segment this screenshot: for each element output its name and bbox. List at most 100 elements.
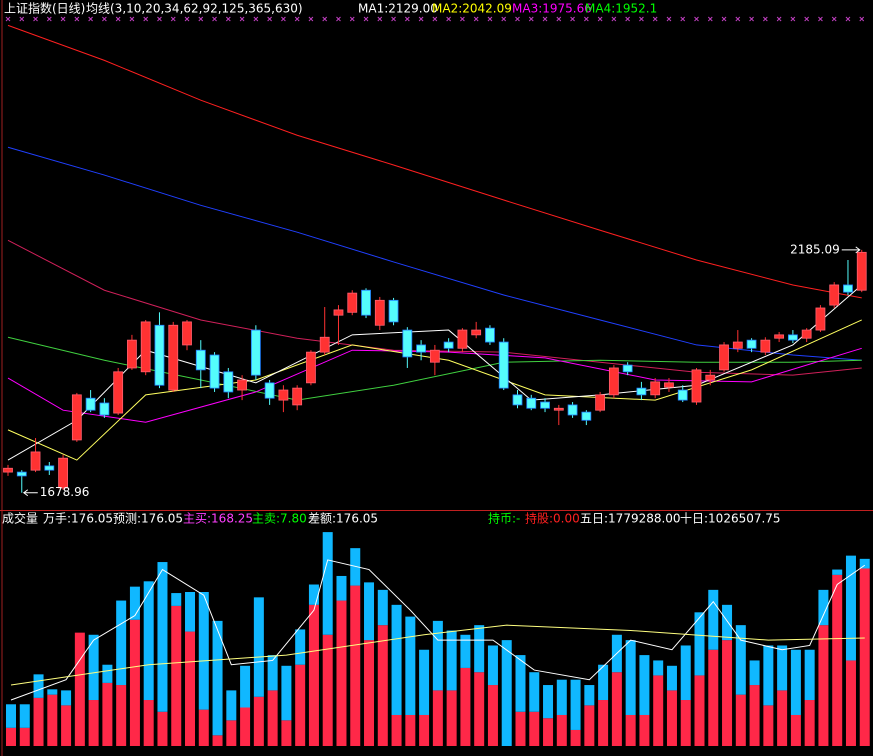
marker — [652, 16, 658, 22]
volume-bar — [832, 569, 843, 575]
candle-body — [388, 299, 399, 323]
marker — [363, 16, 369, 22]
volume-bar — [460, 667, 471, 746]
volume-bar — [171, 605, 182, 746]
candle-body — [264, 382, 275, 399]
volume-bar — [584, 705, 595, 746]
marker — [831, 16, 837, 22]
marker — [749, 16, 754, 22]
volume-bar — [281, 720, 292, 746]
candle-body — [16, 471, 27, 477]
marker — [845, 16, 851, 22]
volume-bar — [322, 634, 333, 746]
volume-bar — [240, 665, 251, 708]
legend-item: 万手:176.05 — [43, 512, 113, 526]
volume-bar — [212, 620, 223, 736]
legend-item: MA1:2129.00 — [358, 2, 438, 16]
volume-bar — [804, 700, 815, 746]
marker — [611, 16, 617, 22]
candle-body — [650, 381, 661, 396]
marker — [212, 16, 217, 22]
volume-bar — [74, 632, 85, 746]
volume-bar — [143, 700, 154, 746]
volume-bar — [19, 727, 30, 746]
marker — [501, 16, 507, 22]
marker — [804, 16, 810, 22]
marker — [570, 16, 575, 22]
marker — [308, 16, 314, 22]
volume-bar — [598, 664, 609, 701]
marker — [88, 16, 93, 22]
marker — [74, 16, 80, 22]
volume-bar — [226, 690, 237, 721]
volume-bar — [336, 575, 347, 601]
volume-bar — [845, 660, 856, 746]
marker — [528, 16, 534, 22]
volume-bar — [19, 704, 30, 728]
candle-body — [608, 367, 619, 396]
marker — [391, 16, 396, 22]
volume-bar — [611, 672, 622, 746]
volume-bar — [377, 625, 388, 746]
marker — [446, 16, 451, 22]
marker — [859, 16, 865, 22]
marker — [818, 16, 823, 22]
candle-body — [760, 339, 771, 353]
candle-body — [622, 364, 633, 373]
marker — [460, 16, 465, 22]
candle-body — [553, 407, 564, 411]
marker — [253, 16, 259, 22]
marker — [680, 16, 686, 22]
marker — [143, 16, 149, 22]
ma-line — [7, 24, 862, 299]
volume-bar — [185, 631, 196, 746]
legend-item: 差额:176.05 — [308, 512, 378, 526]
marker — [225, 16, 231, 22]
annotation-arrow — [22, 489, 38, 497]
volume-bar — [487, 685, 498, 746]
legend-item: 预测:176.05 — [113, 512, 183, 526]
candle-body — [306, 351, 316, 384]
marker — [102, 16, 107, 22]
volume-bar — [543, 718, 554, 746]
volume-bar — [859, 558, 870, 569]
annotation-arrow — [841, 246, 861, 254]
volume-bar — [735, 694, 746, 746]
volume-bar — [61, 690, 72, 706]
volume-bar — [556, 714, 567, 746]
volume-bar — [763, 705, 774, 746]
candle-body — [168, 324, 179, 391]
volume-bar — [639, 714, 650, 746]
volume-bar — [804, 649, 815, 701]
volume-bar — [515, 655, 526, 712]
ma-line — [7, 336, 862, 401]
volume-bar — [749, 685, 760, 746]
volume-bar — [818, 625, 829, 746]
volume-bar — [308, 584, 319, 605]
volume-bar — [570, 729, 581, 746]
volume-bar — [832, 574, 843, 746]
candle-body — [209, 354, 220, 389]
volume-bar — [267, 655, 278, 691]
candle-body — [429, 349, 440, 363]
volume-bar — [708, 649, 719, 746]
candle-body — [30, 451, 41, 471]
marker — [267, 16, 272, 22]
volume-bar — [777, 645, 788, 691]
marker — [776, 16, 782, 22]
volume-bar — [818, 589, 829, 626]
volume-bar — [88, 634, 99, 701]
volume-bar — [584, 685, 595, 706]
candle-body — [195, 349, 206, 371]
marker — [487, 16, 493, 22]
volume-bar — [253, 696, 264, 746]
candle-body — [278, 389, 289, 401]
volume-bar — [432, 620, 443, 691]
candle-body — [333, 309, 344, 316]
volume-bar — [694, 612, 705, 676]
marker — [542, 16, 548, 22]
volume-bar — [419, 714, 430, 746]
ma-line — [7, 319, 862, 461]
marker — [184, 16, 190, 22]
